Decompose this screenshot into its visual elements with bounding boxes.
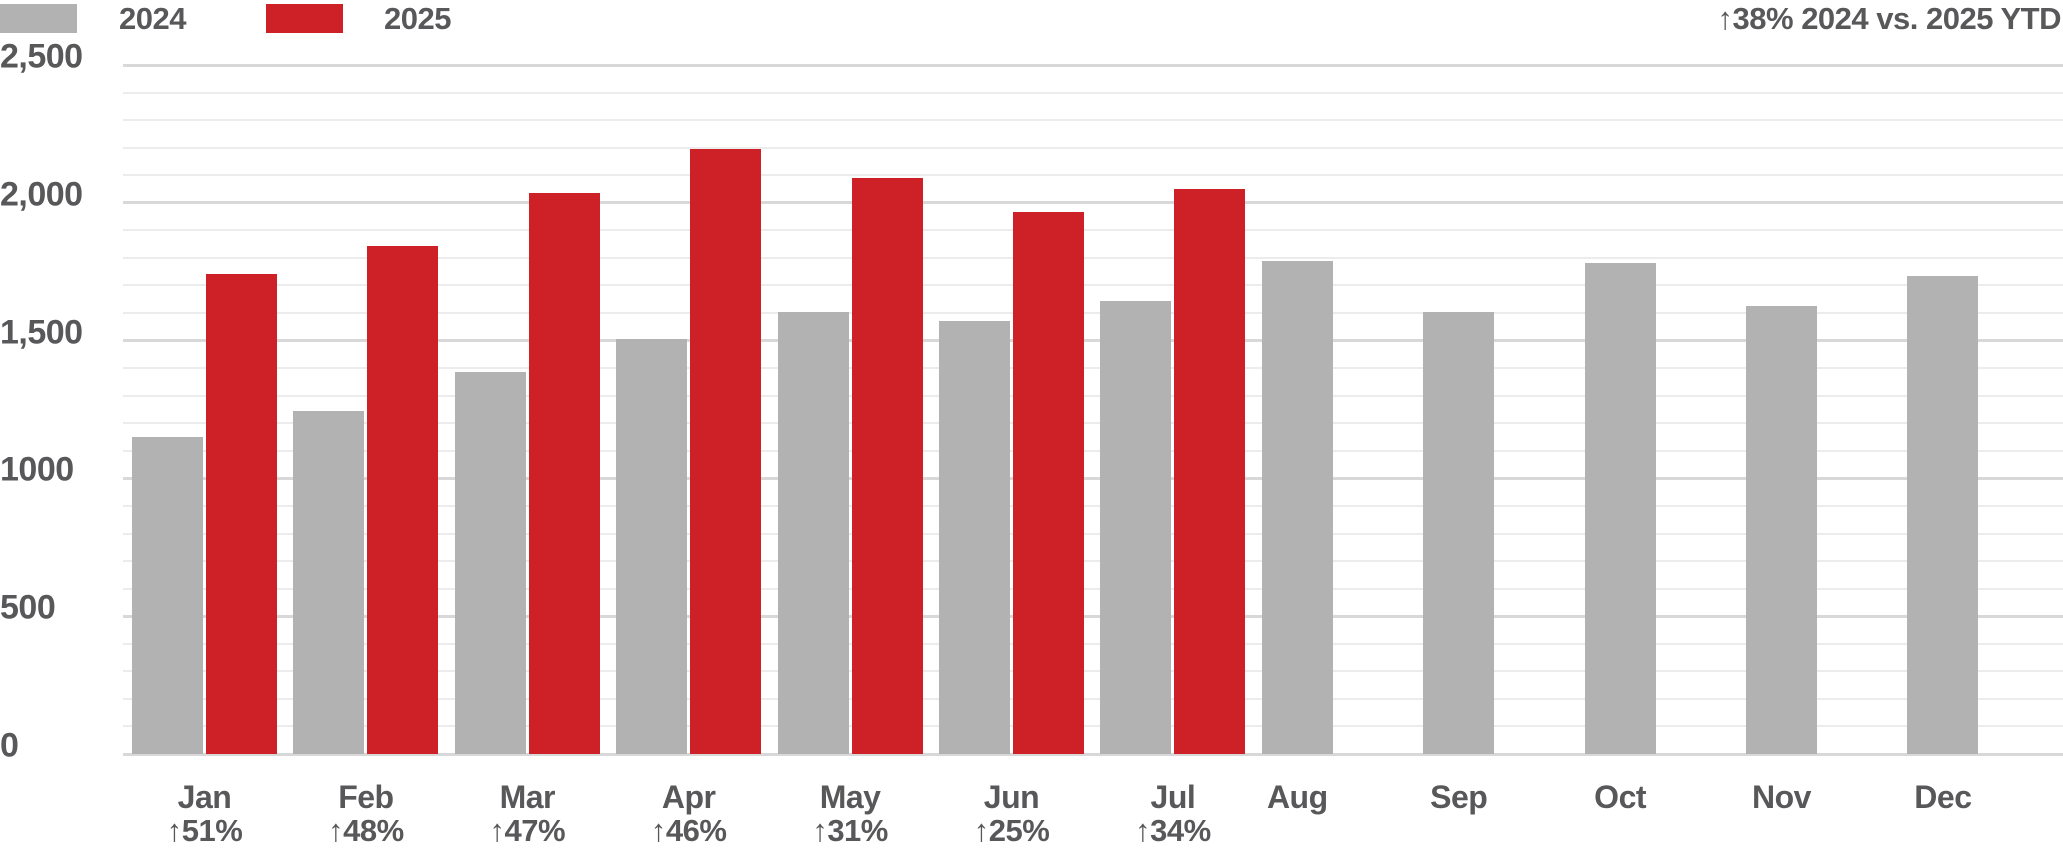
gridline-minor bbox=[123, 587, 2063, 590]
gridline-major bbox=[123, 476, 2063, 480]
bar-2024-sep bbox=[1423, 311, 1495, 754]
y-tick-label: 500 bbox=[0, 588, 56, 627]
gridline-minor bbox=[123, 642, 2063, 645]
legend-swatch-2024 bbox=[0, 4, 77, 33]
y-tick-label: 2,500 bbox=[0, 37, 83, 76]
x-label-oct: Oct bbox=[1594, 779, 1647, 815]
legend-label-2024: 2024 bbox=[119, 1, 186, 36]
gridline-minor bbox=[123, 670, 2063, 673]
bar-2024-feb bbox=[293, 410, 365, 754]
x-label-mar: Mar bbox=[499, 779, 556, 815]
bar-2025-feb bbox=[367, 245, 439, 754]
legend-swatch-2025 bbox=[266, 4, 343, 33]
gridline-minor bbox=[123, 119, 2063, 122]
gridline-minor bbox=[123, 504, 2063, 507]
bar-2024-oct bbox=[1584, 263, 1656, 754]
gridline-minor bbox=[123, 449, 2063, 452]
bar-2024-mar bbox=[454, 372, 526, 754]
bar-2024-dec bbox=[1907, 275, 1979, 754]
gridline-minor bbox=[123, 697, 2063, 700]
legend-label-2025: 2025 bbox=[384, 1, 451, 36]
bar-2025-apr bbox=[690, 149, 762, 754]
bar-2024-jul bbox=[1100, 300, 1172, 754]
gridline-minor bbox=[123, 229, 2063, 232]
bar-2025-jan bbox=[206, 274, 277, 754]
growth-label-apr: ↑46% bbox=[650, 813, 727, 848]
gridline-minor bbox=[123, 394, 2063, 397]
growth-label-may: ↑31% bbox=[812, 813, 888, 848]
growth-label-feb: ↑48% bbox=[328, 813, 404, 848]
bar-2025-jun bbox=[1013, 212, 1084, 754]
gridline-minor bbox=[123, 532, 2063, 535]
x-label-feb: Feb bbox=[338, 779, 394, 815]
x-label-may: May bbox=[819, 779, 881, 815]
gridline-minor bbox=[123, 284, 2063, 287]
y-tick-label: 1,500 bbox=[0, 313, 83, 352]
gridline-major bbox=[123, 752, 2063, 756]
bar-2024-apr bbox=[616, 339, 688, 754]
growth-label-jun: ↑25% bbox=[973, 813, 1050, 848]
gridline-minor bbox=[123, 367, 2063, 370]
bar-2025-mar bbox=[528, 193, 600, 754]
bar-2024-aug bbox=[1261, 260, 1333, 754]
gridline-minor bbox=[123, 560, 2063, 563]
gridline-minor bbox=[123, 422, 2063, 425]
bar-2024-nov bbox=[1746, 306, 1817, 754]
x-label-aug: Aug bbox=[1266, 779, 1328, 815]
gridline-major bbox=[123, 614, 2063, 618]
bar-2024-may bbox=[777, 311, 849, 754]
x-label-sep: Sep bbox=[1430, 779, 1488, 815]
bar-2025-jul bbox=[1174, 189, 1246, 754]
gridline-major bbox=[123, 63, 2063, 67]
y-tick-label: 0 bbox=[0, 726, 19, 765]
x-label-jul: Jul bbox=[1150, 779, 1196, 815]
x-label-nov: Nov bbox=[1752, 779, 1811, 815]
growth-label-jan: ↑51% bbox=[166, 813, 243, 848]
x-label-jan: Jan bbox=[177, 779, 232, 815]
gridline-minor bbox=[123, 312, 2063, 315]
gridline-minor bbox=[123, 174, 2063, 177]
bar-2025-may bbox=[851, 177, 923, 754]
gridline-minor bbox=[123, 256, 2063, 259]
gridline-minor bbox=[123, 91, 2063, 94]
growth-label-jul: ↑34% bbox=[1135, 813, 1211, 848]
gridline-major bbox=[123, 201, 2063, 205]
y-tick-label: 2,000 bbox=[0, 175, 83, 214]
growth-label-mar: ↑47% bbox=[489, 813, 566, 848]
x-label-jun: Jun bbox=[983, 779, 1040, 815]
x-label-dec: Dec bbox=[1914, 779, 1972, 815]
gridline-minor bbox=[123, 146, 2063, 149]
gridline-minor bbox=[123, 725, 2063, 728]
x-label-apr: Apr bbox=[661, 779, 716, 815]
gridline-major bbox=[123, 339, 2063, 343]
bar-2024-jan bbox=[132, 437, 203, 754]
bar-2024-jun bbox=[939, 321, 1010, 754]
ytd-comparison-annotation: ↑38% 2024 vs. 2025 YTD bbox=[1717, 1, 2062, 36]
y-tick-label: 1000 bbox=[0, 450, 74, 489]
